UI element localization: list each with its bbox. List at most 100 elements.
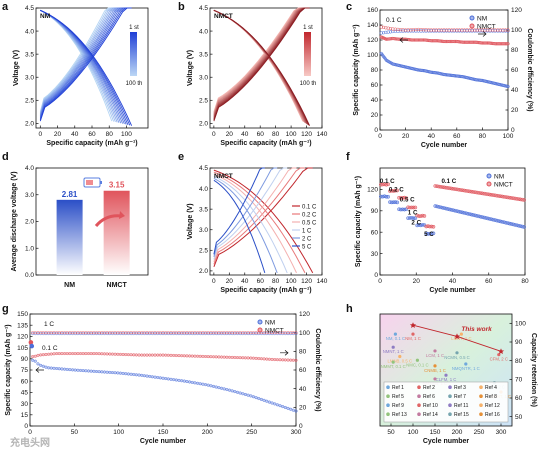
data-point <box>183 380 186 383</box>
y-axis-label: Voltage (V) <box>187 50 194 86</box>
data-point <box>265 358 268 361</box>
y-tick-label: 4.5 <box>199 5 208 12</box>
legend-label: Ref 11 <box>454 403 469 409</box>
data-point <box>236 356 239 359</box>
x-tick-label: 100 <box>113 429 124 436</box>
legend-label: 0.5 C <box>302 220 317 226</box>
arrow <box>36 368 44 373</box>
data-point <box>82 352 85 355</box>
charge-curve <box>214 168 313 267</box>
panel-f: 0 20 40 60 800306090120Cycle numberSpecific … <box>346 151 529 294</box>
y2-tick-label: 60 <box>511 67 519 74</box>
y-tick-label: 120 <box>17 334 28 341</box>
data-point <box>98 370 101 373</box>
y2-tick-label: 100 <box>515 321 526 328</box>
data-point <box>45 366 48 369</box>
legend-label: NM <box>265 319 275 326</box>
legend-label: Ref 13 <box>392 412 407 418</box>
x-tick-label: 80 <box>521 278 529 285</box>
legend-marker <box>470 24 474 28</box>
data-point <box>263 399 266 402</box>
x-tick-label: 80 <box>272 131 280 138</box>
data-point <box>61 368 64 371</box>
y2-tick-label: 80 <box>511 47 519 54</box>
legend-label: 2 C <box>302 236 312 242</box>
colorbar <box>304 32 311 76</box>
data-point <box>273 358 276 361</box>
x-axis-label: Specific capacity (mAh g⁻¹) <box>220 140 311 147</box>
data-point <box>50 353 53 356</box>
data-point <box>37 354 40 357</box>
legend-marker <box>258 320 262 324</box>
y-tick-label: 3.0 <box>199 74 208 81</box>
y2-tick-label: 100 <box>299 330 310 337</box>
data-point <box>79 352 82 355</box>
data-point <box>39 364 42 367</box>
y-tick-label: 15 <box>21 412 29 419</box>
data-point <box>194 355 197 358</box>
legend-marker <box>258 328 262 332</box>
data-point <box>151 354 154 357</box>
rate-label: 1 C <box>408 209 418 216</box>
legend-label: Ref 16 <box>485 412 500 418</box>
y-tick-label: 140 <box>367 22 378 29</box>
data-point <box>207 355 210 358</box>
data-point <box>276 358 279 361</box>
data-point <box>170 378 173 381</box>
data-point <box>186 380 189 383</box>
discharge-curve <box>214 178 277 273</box>
x-tick-label: 0 <box>378 278 382 285</box>
data-point <box>109 371 112 374</box>
y-tick-label: 3.0 <box>25 74 34 81</box>
data-point <box>167 378 170 381</box>
data-point <box>218 386 221 389</box>
y-tick-label: 120 <box>367 37 378 44</box>
data-point <box>220 387 223 390</box>
y-tick-label: 4.5 <box>25 5 34 12</box>
data-point <box>156 354 159 357</box>
data-point <box>279 358 282 361</box>
data-point <box>178 379 181 382</box>
y-tick-label: 3.0 <box>25 192 34 199</box>
data-point <box>247 394 250 397</box>
x-tick-label: 100 <box>121 131 132 138</box>
y-tick-label: 3.5 <box>199 206 208 213</box>
data-point <box>295 359 298 362</box>
y2-axis-label: Coulombic efficiency (%) <box>314 328 321 411</box>
ref-point-label: NMQNTR, 1 C <box>452 366 480 371</box>
x-tick-label: 80 <box>106 131 114 138</box>
data-point <box>210 384 213 387</box>
discharge-curve <box>214 10 310 125</box>
data-point <box>159 377 162 380</box>
panel-h: 50 60 70 80 90 100 Capacity retention (%) 50 100… <box>346 303 537 445</box>
y2-tick-label: 70 <box>515 377 523 384</box>
data-point <box>268 358 271 361</box>
y-tick-label: 60 <box>371 229 379 236</box>
x-tick-label: 60 <box>453 133 461 140</box>
data-point <box>202 383 205 386</box>
data-point <box>196 382 199 385</box>
x-tick-label: 40 <box>71 131 79 138</box>
data-point <box>223 356 226 359</box>
legend-marker <box>479 412 483 416</box>
data-point <box>58 352 61 355</box>
data-point <box>130 353 133 356</box>
data-point <box>255 396 258 399</box>
panel-letter: f <box>346 151 350 163</box>
data-point <box>271 402 274 405</box>
data-point <box>244 393 247 396</box>
data-point <box>507 85 510 88</box>
legend-marker <box>417 385 421 389</box>
y-tick-label: 0 <box>374 272 378 279</box>
x-tick-label: 20 <box>54 131 62 138</box>
legend-label: Ref 5 <box>392 394 404 400</box>
y-tick-label: 120 <box>367 187 378 194</box>
rate-label: 5 C <box>424 231 434 238</box>
data-point <box>423 214 426 217</box>
y2-tick-label: 20 <box>511 107 519 114</box>
legend-marker <box>479 385 483 389</box>
data-point <box>106 353 109 356</box>
data-point <box>85 352 88 355</box>
y2-tick-label: 120 <box>299 311 310 318</box>
y-tick-label: 0 <box>374 127 378 134</box>
